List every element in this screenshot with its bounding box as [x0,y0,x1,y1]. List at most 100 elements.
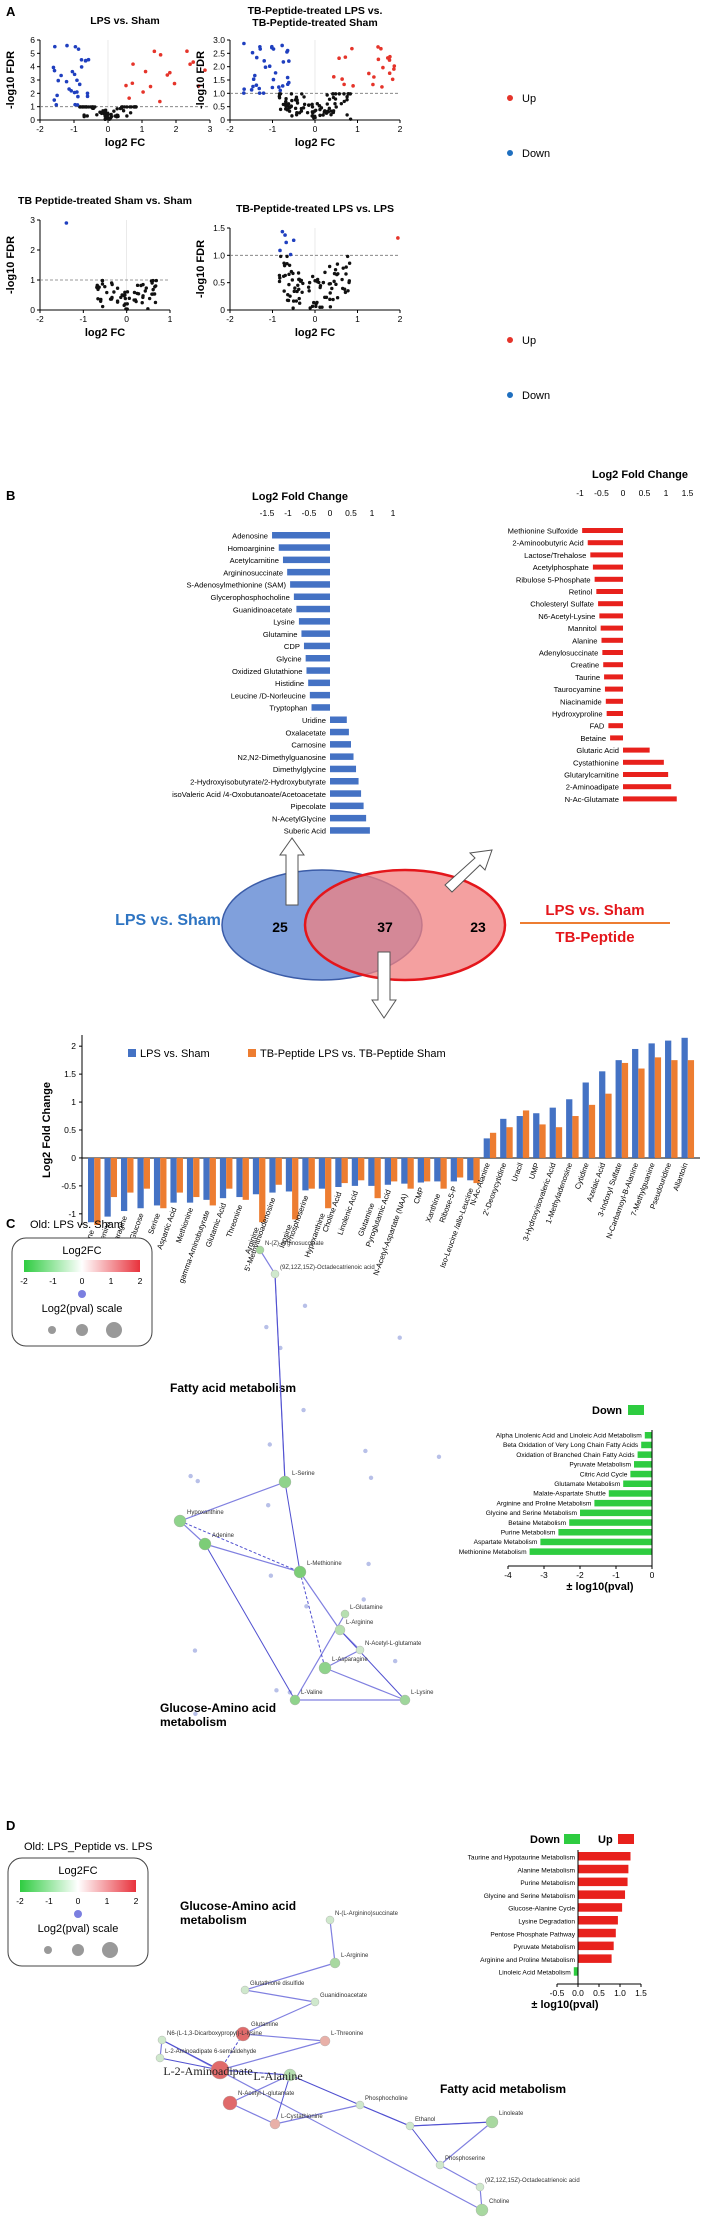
b-left-bar [330,765,357,773]
b-right-bar [601,637,623,643]
data-point [113,114,117,118]
b-left-bar [311,704,330,711]
data-point [318,305,322,309]
data-point-down [254,55,259,60]
data-point-down [251,77,256,81]
pathway-label: Malate-Aspartate Shuttle [533,1491,606,1498]
network-node [155,2053,165,2063]
x-tick-label: 1 [168,314,173,324]
data-point [284,97,288,101]
legend-title: Log2FC [62,1245,101,1257]
data-point [153,300,158,305]
data-point [345,95,349,99]
network-minor-node [392,1658,398,1664]
legend-marker [74,1910,82,1918]
data-point-up [392,64,397,68]
grouped-bar [275,1157,282,1185]
pathway-label: Glucose-Alanine Cycle [508,1906,575,1913]
network-node-label: L-Alanine [253,2069,302,2083]
data-point [143,289,147,293]
legend-down-marker [507,150,513,156]
network-node [210,2060,230,2080]
data-point [346,92,351,96]
b-left-bar [306,667,330,674]
b-left-metabolite: N2,N2-Dimethylguanosine [237,753,326,762]
network-node [222,2095,238,2111]
x-tick-label: -1 [269,314,277,324]
bar-legend-down-label: Down [530,1834,560,1846]
data-point [297,111,302,115]
data-point-down [267,64,272,68]
network-minor-node [274,1688,279,1693]
grouped-bar [549,1107,556,1158]
pathway-bar [644,1432,652,1439]
b-right-metabolite: Ribulose 5-Phosphate [516,575,591,584]
volcano-title: TB-Peptide-treated LPS vs. LPS [236,203,394,215]
legend-title: Log2FC [58,1865,97,1877]
network-node [485,2115,499,2129]
network-edges [159,1919,493,2211]
data-point [291,306,295,310]
data-point [294,299,299,303]
network-node [340,1609,350,1619]
venn-left-count: 25 [272,919,288,935]
b-right-bar [604,686,623,692]
x-tick-label: 2 [398,124,403,134]
legend-up-label: Up [522,335,536,347]
network-minor-node [268,1573,274,1578]
network-edge [161,2039,221,2071]
grouped-bar [500,1118,507,1158]
legend-down-label: Down [522,148,550,160]
data-point-down [257,86,262,91]
grouped-bar [302,1157,309,1191]
network-edge [289,2074,361,2106]
grouped-bar [88,1157,95,1223]
data-point [302,95,306,99]
b-left-bar [330,778,359,785]
pathway-bar [578,1864,629,1874]
x-axis-label: log2 FC [295,327,335,339]
y-axis-label: Log2 Fold Change [41,1082,53,1178]
network-node [173,1514,187,1528]
network-node-label: Glutamine [251,2022,279,2028]
data-point-up [152,49,157,54]
network-edge [274,1273,286,1483]
panel-c-subtitle: Old: LPS vs. Sham [30,1219,123,1231]
data-point-down [291,238,296,243]
grouped-bar [308,1157,315,1189]
cluster-label-glucose: metabolism [180,1913,247,1927]
b-left-metabolite: Homoarginine [227,544,274,553]
data-point [281,102,286,107]
b-left-bar [330,753,354,760]
data-point [342,287,347,291]
network-edge [242,2033,326,2042]
grouped-bar [687,1060,695,1158]
pathway-label: Aspartate Metabolism [474,1539,538,1546]
data-point [107,117,112,121]
network-edge [179,1520,301,1573]
data-point [321,113,325,117]
b-left-metabolite: Adenosine [232,532,268,541]
data-point [121,109,126,113]
panel-d-label: D [6,1818,15,1833]
data-point [344,265,348,269]
data-point [295,289,299,294]
network-node [355,1645,365,1655]
data-point [318,285,322,290]
b-left-metabolite: Acetylcarnitine [230,556,279,565]
data-point [345,113,349,117]
b-left-metabolite: Glycine [276,655,301,664]
volcano-title: TB Peptide-treated Sham vs. Sham [18,195,192,207]
b-left-metabolite: Suberic Acid [284,827,326,836]
data-point [125,307,129,311]
grouped-bar [555,1127,563,1158]
data-point-up [158,99,162,104]
x-axis-label: log2 FC [85,327,125,339]
data-point [286,293,290,297]
network-edge [299,1571,326,1669]
b-right-metabolite: Glutaric Acid [576,746,619,755]
data-point-down [64,79,69,84]
cluster-label-glucose: Glucose-Amino acid [160,1701,276,1715]
x-tick-label: 0 [124,314,129,324]
arrow-diagonal-icon [444,849,493,893]
